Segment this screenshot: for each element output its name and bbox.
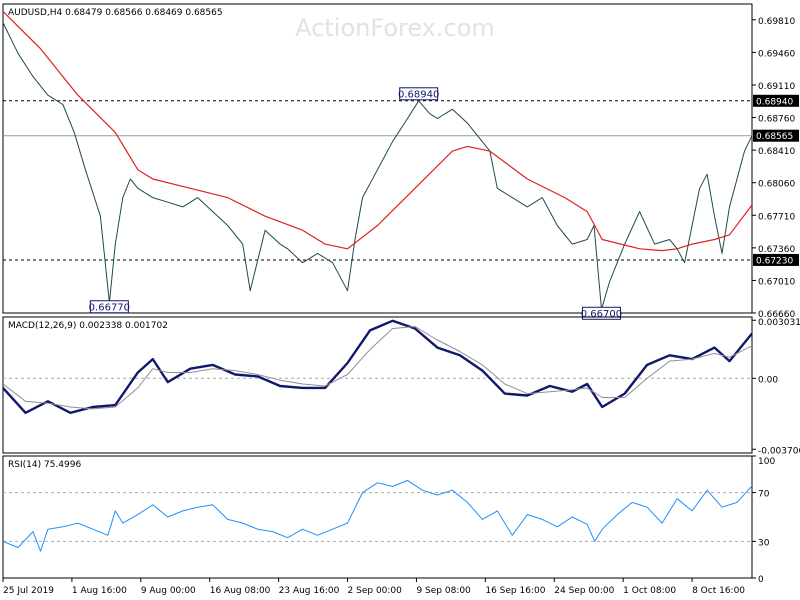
x-tick-label: 9 Aug 00:00: [141, 586, 196, 596]
y-tick-label: 0.69110: [758, 82, 795, 92]
annotation-label: 0.66770: [89, 302, 130, 313]
y-tick-label: 0.67010: [758, 277, 795, 287]
y-tick-label: 0.69460: [758, 49, 795, 59]
panel-0: ActionForex.com 0.69810 0.69460 0.69110 0.68…: [2, 3, 799, 320]
x-tick-label: 1 Aug 16:00: [72, 586, 127, 596]
y-tick-label: 0.003031: [758, 318, 800, 328]
series-line-macd: [2, 319, 753, 414]
watermark: ActionForex.com: [295, 14, 495, 42]
x-tick-label: 9 Sep 08:00: [416, 586, 471, 596]
annotation-label: 0.68940: [398, 89, 439, 100]
price-tag-label: 0.68940: [756, 97, 793, 107]
y-tick-label: 100: [758, 457, 775, 467]
series-line-price: [2, 22, 753, 310]
y-tick-label: 0.68060: [758, 180, 795, 190]
y-tick-label: 0.69810: [758, 17, 795, 27]
price-tag-label: 0.68565: [756, 132, 793, 142]
x-tick-label: 24 Sep 00:00: [554, 586, 614, 596]
panel-title: AUDUSD,H4 0.68479 0.68566 0.68469 0.6856…: [8, 8, 223, 18]
price-tag-box: [753, 129, 799, 142]
panel-frame: [2, 455, 753, 579]
annotation-box: [581, 306, 621, 320]
y-tick-label: 70: [758, 490, 770, 500]
y-tick-label: 0.68410: [758, 147, 795, 157]
x-tick-label: 16 Sep 16:00: [485, 586, 545, 596]
panel-title: MACD(12,26,9) 0.002338 0.001702: [8, 321, 168, 331]
panel-frame: [2, 3, 753, 314]
series-line-rsi: [2, 479, 753, 552]
x-tick-label: 16 Aug 08:00: [210, 586, 271, 596]
y-tick-label: 0.00: [758, 375, 778, 385]
chart-panels: ActionForex.com 0.69810 0.69460 0.69110 0.68…: [2, 3, 800, 585]
price-tag-box: [753, 94, 799, 107]
panel-frame: [2, 316, 753, 454]
annotation-box: [399, 87, 439, 101]
price-tag-box: [753, 253, 799, 266]
x-tick-label: 23 Aug 16:00: [279, 586, 340, 596]
x-tick-label: 1 Oct 08:00: [623, 586, 676, 596]
y-tick-label: 0.66660: [758, 310, 795, 320]
x-tick-label: 25 Jul 2019: [3, 586, 54, 596]
series-line-signal: [2, 326, 753, 410]
panel-2: 100 70 30 0 RSI(14) 75.4996: [2, 455, 775, 585]
panel-title: RSI(14) 75.4996: [8, 460, 81, 470]
panel-1: 0.003031 0.00 -0.003706 MACD(12,26,9) 0.002…: [2, 316, 800, 456]
y-tick-label: 0.68760: [758, 115, 795, 125]
annotation-label: 0.66700: [581, 309, 622, 320]
x-axis: 25 Jul 2019 1 Aug 16:00 9 Aug 00:00 16 Aug …: [2, 578, 745, 596]
series-line-moving-average: [2, 10, 753, 252]
y-tick-label: 0.67710: [758, 212, 795, 222]
x-tick-label: 2 Sep 00:00: [348, 586, 403, 596]
price-tag-label: 0.67230: [756, 256, 793, 266]
y-tick-label: 0: [758, 575, 764, 585]
y-tick-label: 30: [758, 538, 770, 548]
y-tick-label: -0.003706: [758, 446, 800, 456]
x-tick-label: 8 Oct 16:00: [692, 586, 745, 596]
y-tick-label: 0.67360: [758, 245, 795, 255]
annotation-box: [89, 300, 129, 314]
